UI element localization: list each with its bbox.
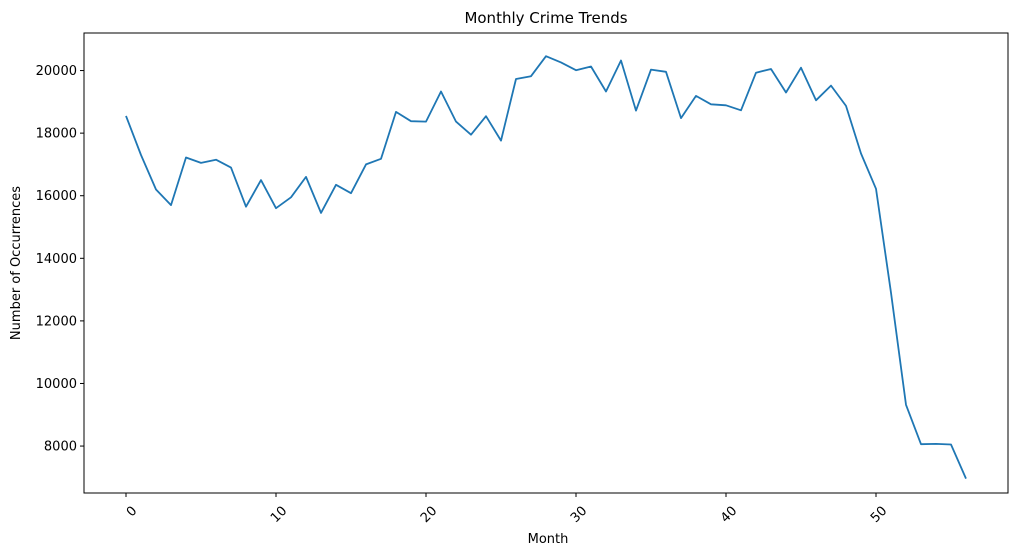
y-tick-label: 20000 — [36, 64, 77, 79]
x-axis-ticks: 0 10 20 30 40 50 — [124, 493, 890, 526]
x-tick-label: 20 — [418, 504, 440, 526]
x-tick-label: 50 — [868, 504, 890, 526]
x-tick-label: 30 — [568, 504, 590, 526]
x-tick-label: 40 — [718, 504, 740, 526]
chart-title: Monthly Crime Trends — [464, 9, 627, 27]
y-tick-label: 8000 — [44, 440, 77, 455]
y-tick-label: 18000 — [36, 127, 77, 142]
series-line-0 — [125, 55, 967, 479]
y-tick-label: 10000 — [36, 377, 77, 392]
series-layer — [125, 55, 967, 479]
y-axis-label: Number of Occurrences — [9, 186, 24, 340]
y-tick-label: 14000 — [36, 252, 77, 267]
x-tick-label: 10 — [268, 504, 290, 526]
axes-frame — [83, 32, 1009, 494]
plot-area — [84, 33, 1008, 493]
x-axis-label: Month — [528, 532, 569, 547]
x-tick-label: 0 — [124, 504, 140, 520]
y-tick-label: 16000 — [36, 189, 77, 204]
y-tick-label: 12000 — [36, 314, 77, 329]
y-axis-ticks: 8000 10000 12000 14000 16000 18000 20000 — [36, 64, 84, 455]
